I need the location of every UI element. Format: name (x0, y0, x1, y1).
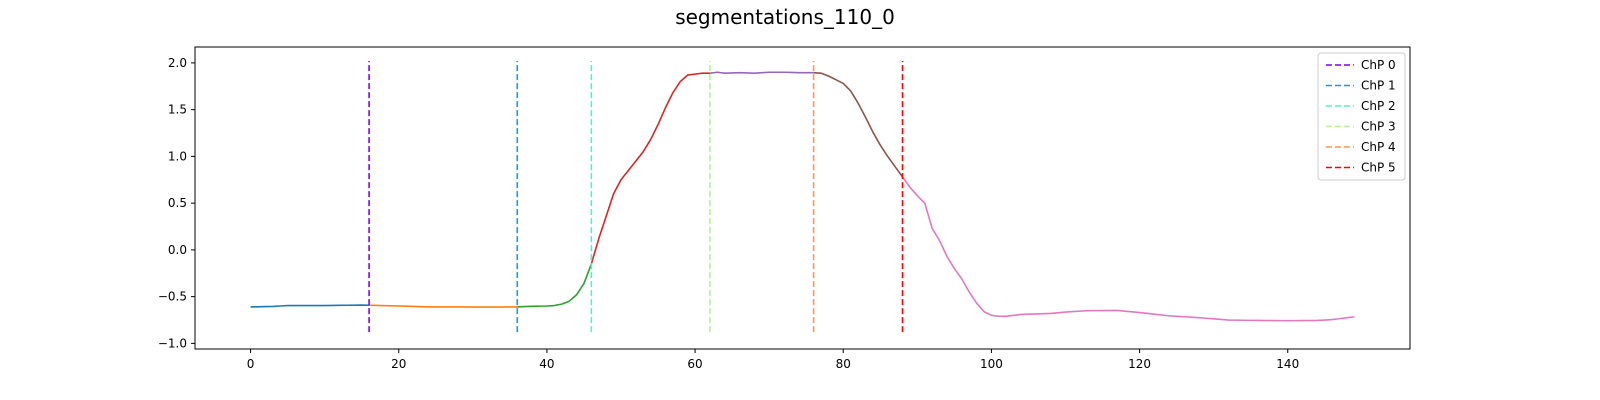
x-tick-label: 40 (539, 357, 554, 371)
y-tick-label: 1.0 (168, 149, 187, 163)
legend-label-0: ChP 0 (1361, 58, 1396, 72)
x-tick-label: 140 (1276, 357, 1299, 371)
y-tick-label: 0.5 (168, 196, 187, 210)
x-tick-label: 60 (687, 357, 702, 371)
series-segment-4 (709, 71, 814, 74)
series-segment-3 (590, 72, 710, 265)
legend-label-4: ChP 4 (1361, 140, 1396, 154)
legend-label-5: ChP 5 (1361, 161, 1396, 175)
x-tick-label: 20 (391, 357, 406, 371)
x-tick-label: 100 (980, 357, 1003, 371)
axes: 0 20 40 60 80 100 120 140 −1.0 −0.5 0.0 0.5 1.0 1.5 2.… (158, 46, 1411, 371)
y-tick-label: −0.5 (158, 290, 187, 304)
legend-label-2: ChP 2 (1361, 99, 1396, 113)
axes-frame (194, 46, 1411, 350)
x-tick-label: 0 (247, 357, 255, 371)
legend: ChP 0 ChP 1 ChP 2 ChP 3 ChP 4 ChP 5 (1317, 52, 1406, 181)
series-segment-5 (813, 71, 904, 178)
y-tick-label: 1.5 (168, 103, 187, 117)
legend-label-1: ChP 1 (1361, 79, 1396, 93)
plot-area (250, 61, 1355, 333)
series-segment-2 (517, 263, 593, 308)
y-tick-label: 0.0 (168, 243, 187, 257)
legend-label-3: ChP 3 (1361, 120, 1396, 134)
chart-title: segmentations_110_0 (675, 5, 895, 29)
y-tick-label: 2.0 (168, 56, 187, 70)
series-segment-1 (369, 304, 518, 308)
x-tick-label: 120 (1128, 357, 1151, 371)
x-tick-label: 80 (836, 357, 851, 371)
y-tick-label: −1.0 (158, 336, 187, 350)
series-segment-0 (250, 304, 370, 308)
series-segment-6 (901, 176, 1355, 322)
